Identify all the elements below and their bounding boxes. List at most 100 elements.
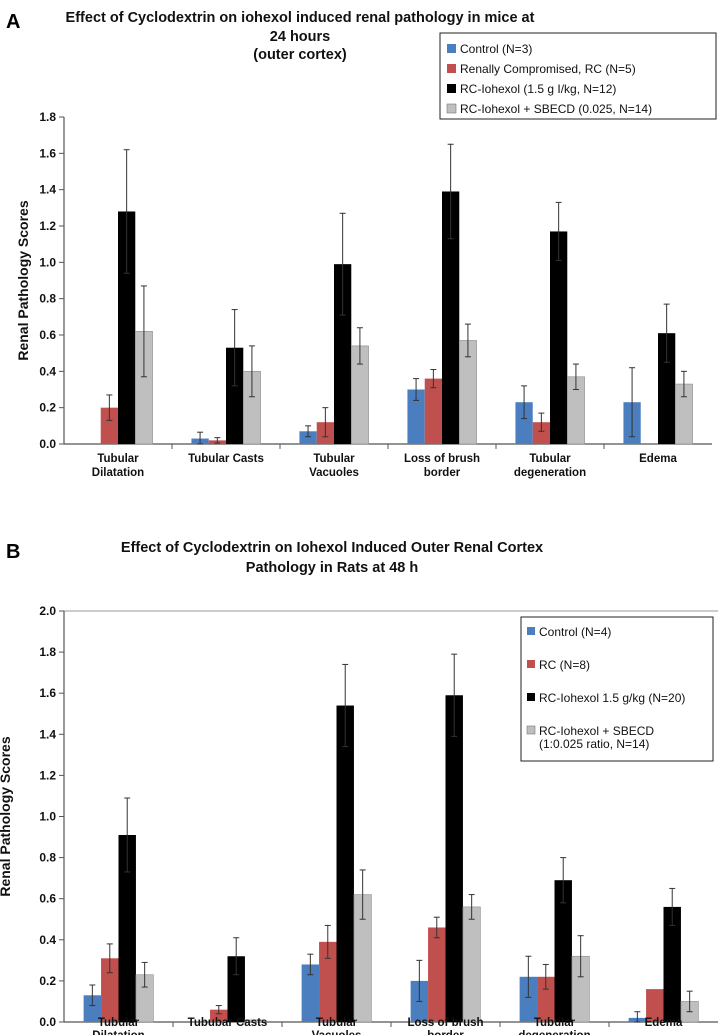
chart-title-line: Effect of Cyclodextrin on Iohexol Induce… [121, 540, 543, 556]
bar [118, 211, 136, 444]
x-tick-label: Vacuoles [312, 1030, 362, 1035]
x-tick-label: Tubular Casts [188, 453, 264, 465]
x-tick-label: Tububar Casts [188, 1017, 268, 1029]
y-tick-label: 1.2 [39, 219, 56, 233]
legend-label: RC-Iohexol + SBECD (0.025, N=14) [460, 102, 652, 116]
bar [462, 906, 481, 1023]
y-tick-label: 0.8 [39, 292, 56, 306]
y-axis-label: Renal Pathology Scores [15, 200, 31, 360]
legend-label: RC (N=8) [539, 658, 590, 672]
y-tick-label: 1.6 [39, 146, 56, 160]
x-tick-label: degeneration [518, 1030, 590, 1035]
legend-swatch [526, 725, 536, 735]
bar [118, 834, 136, 1022]
legend: Control (N=3) Renally Compromised, RC (N=… [439, 32, 717, 120]
legend-box [439, 32, 717, 120]
y-tick-label: 0.4 [39, 364, 56, 378]
legend-swatch [527, 693, 535, 701]
x-tick-label: Vacuoles [309, 467, 359, 479]
bar [227, 956, 245, 1022]
y-tick-label: 0.0 [39, 1015, 56, 1029]
bar [658, 333, 676, 444]
bar [532, 422, 550, 444]
chart-title-line: (outer cortex) [253, 47, 347, 63]
bar [554, 880, 572, 1022]
y-tick-label: 0.0 [39, 437, 56, 451]
y-tick-label: 0.2 [39, 974, 56, 988]
legend-label: (1:0.025 ratio, N=14) [539, 737, 649, 751]
legend-label: RC-Iohexol 1.5 g/kg (N=20) [539, 691, 685, 705]
y-tick-label: 1.2 [39, 768, 56, 782]
y-tick-label: 0.2 [39, 401, 56, 415]
bar [537, 976, 555, 1022]
bar [334, 264, 352, 444]
bar [550, 231, 568, 444]
panel-letter: A [6, 11, 20, 33]
chart-title-line: Pathology in Rats at 48 h [246, 560, 418, 576]
bar [299, 431, 317, 444]
legend-swatch [447, 84, 456, 93]
x-tick-label: Loss of brush [404, 453, 480, 465]
y-axis-label: Renal Pathology Scores [0, 736, 13, 896]
legend-label: Control (N=4) [539, 625, 611, 639]
bar [83, 995, 102, 1022]
y-tick-label: 1.0 [39, 810, 56, 824]
x-tick-label: Tubular [316, 1017, 358, 1029]
bar [515, 402, 533, 444]
y-tick-label: 0.8 [39, 851, 56, 865]
y-tick-label: 1.4 [39, 727, 56, 741]
y-tick-label: 1.4 [39, 183, 56, 197]
bar [319, 941, 337, 1022]
x-tick-label: Tubular [97, 453, 139, 465]
legend: Control (N=4) RC (N=8) RC-Iohexol 1.5 g/kg… [520, 616, 714, 762]
chart-title-line: 24 hours [270, 29, 330, 45]
y-tick-label: 2.0 [39, 604, 56, 618]
y-tick-label: 0.6 [39, 328, 56, 342]
x-tick-label: Dilatation [92, 467, 144, 479]
legend-swatch [447, 44, 456, 53]
bar [519, 976, 538, 1022]
y-tick-label: 0.4 [39, 933, 56, 947]
legend-label: RC-Iohexol + SBECD [539, 724, 654, 738]
x-tick-label: Tubular [98, 1017, 140, 1029]
x-tick-label: Edema [645, 1017, 683, 1029]
x-tick-label: Edema [639, 453, 677, 465]
bar [407, 389, 425, 444]
bar [301, 964, 320, 1022]
chart-panel-b: B Effect of Cyclodextrin on Iohexol Induc… [0, 540, 718, 1035]
x-tick-label: Loss of brush [407, 1017, 483, 1029]
y-tick-label: 1.8 [39, 110, 56, 124]
bar [336, 705, 354, 1022]
bar [101, 958, 119, 1022]
x-tick-label: Tubular [534, 1017, 576, 1029]
bar [244, 1019, 263, 1023]
bar [210, 1009, 228, 1022]
bar [663, 906, 681, 1022]
legend-swatch [446, 103, 457, 114]
legend-label: Control (N=3) [460, 42, 532, 56]
x-tick-label: Tubular [529, 453, 571, 465]
x-tick-label: Tubular [313, 453, 355, 465]
bar [100, 407, 118, 444]
legend-box [520, 616, 714, 762]
chart-title-line: Effect of Cyclodextrin on iohexol induce… [66, 10, 535, 26]
panel-letter: B [6, 541, 20, 563]
legend-swatch [527, 660, 535, 668]
y-tick-label: 0.6 [39, 892, 56, 906]
chart-panel-a: A Effect of Cyclodextrin on iohexol induc… [6, 10, 717, 479]
x-tick-label: border [427, 1030, 464, 1035]
y-tick-label: 1.8 [39, 645, 56, 659]
y-tick-label: 1.0 [39, 255, 56, 269]
x-tick-label: degeneration [514, 467, 586, 479]
legend-swatch [447, 64, 456, 73]
legend-swatch [527, 627, 535, 635]
y-tick-label: 1.6 [39, 686, 56, 700]
legend-label: Renally Compromised, RC (N=5) [460, 62, 636, 76]
bar [424, 378, 442, 444]
bar [442, 191, 460, 444]
bar [428, 927, 446, 1022]
bar [226, 347, 244, 444]
x-tick-label: border [424, 467, 461, 479]
bar [646, 989, 664, 1022]
